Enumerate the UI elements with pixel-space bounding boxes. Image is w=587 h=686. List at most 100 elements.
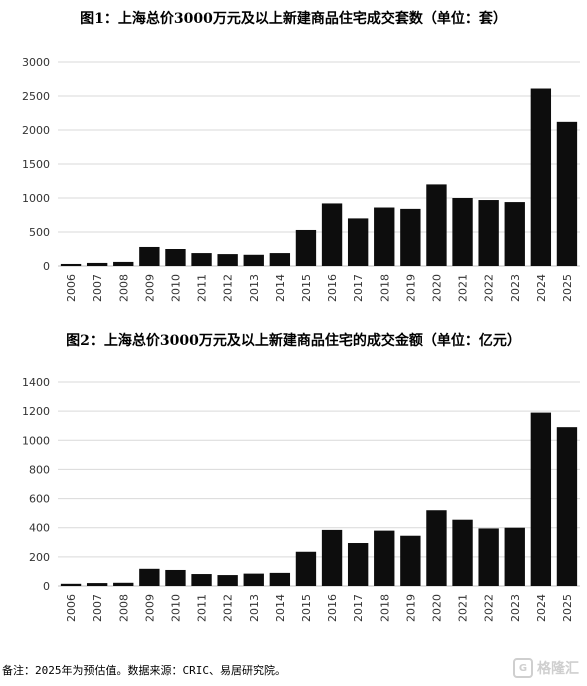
chart1-xtick-label: 2021 [457,274,470,302]
chart1-bar [530,88,552,267]
chart2-bar [60,583,82,586]
chart2-xtick-label: 2020 [430,594,443,622]
chart1-bar [504,202,525,266]
chart2-xtick-label: 2016 [326,594,339,622]
chart2-ytick-label: 600 [29,493,50,506]
chart2-xtick-label: 2006 [65,594,78,622]
chart1-xtick-label: 2018 [378,274,391,302]
chart1-bar [400,208,421,266]
chart1-bar [60,263,82,266]
chart1-xtick-label: 2007 [91,274,104,302]
chart2-xtick-label: 2023 [509,594,522,622]
chart2-bar [426,510,447,586]
chart1-bar [556,121,578,266]
chart1-xtick-label: 2023 [509,274,522,302]
chart1-xtick-label: 2008 [117,274,130,302]
chart1-ytick-label: 1000 [22,192,50,205]
chart2-xtick-label: 2014 [274,594,287,622]
chart1-xtick-label: 2010 [169,274,182,302]
chart2-bar [243,573,264,586]
chart2-title: 图2：上海总价3000万元及以上新建商品住宅的成交金额（单位：亿元） [66,333,521,349]
chart1-xtick-label: 2016 [326,274,339,302]
chart1-bar [86,262,108,266]
chart1-svg: 0 500 1000 1500 2000 2500 3000 2006 2007 2008 2009… [22,56,580,302]
chart1-bar [295,229,317,266]
chart1-bar [113,261,134,266]
chart2-ytick-label: 1000 [22,434,50,447]
chart2-xtick-label: 2007 [91,594,104,622]
chart2-xtick-label: 2022 [483,594,496,622]
chart2-ytick-label: 0 [43,580,50,593]
chart2-xtick-label: 2021 [457,594,470,622]
chart1-xtick-label: 2025 [561,274,574,302]
chart2-bar [295,551,317,586]
chart2-xtick-label: 2010 [169,594,182,622]
chart1-title: 图1：上海总价3000万元及以上新建商品住宅成交套数（单位：套） [80,11,507,27]
chart2-bar [139,568,160,586]
chart1-bar [165,249,186,266]
chart2-bar [191,574,212,586]
chart1-xtick-label: 2020 [430,274,443,302]
chart2-xtick-label: 2017 [352,594,365,622]
chart2-bar [374,530,395,586]
chart1-xtick-label: 2012 [222,274,235,302]
chart1-ytick-label: 0 [43,260,50,273]
chart2-xtick-label: 2008 [117,594,130,622]
chart2-xtick-label: 2025 [561,594,574,622]
watermark-text: 格隆汇 [537,661,579,677]
chart1-bar [374,207,395,266]
chart1-bar [321,203,343,266]
chart2-bar [86,583,108,586]
chart2-bar [504,527,525,586]
chart2-bar [165,569,186,586]
chart1-xtick-label: 2015 [300,274,313,302]
chart1-xtick-label: 2024 [535,274,548,302]
chart1-xtick-label: 2011 [196,274,209,302]
chart1-xtick-label: 2022 [483,274,496,302]
watermark: G 格隆汇 [513,658,579,678]
chart1-xtick-label: 2017 [352,274,365,302]
chart2-bar [321,529,343,586]
chart1-bar [191,253,212,266]
chart1-xtick-label: 2013 [248,274,261,302]
chart2-ytick-label: 1400 [22,376,50,389]
chart1-ytick-label: 2000 [22,124,50,137]
chart2-xtick-label: 2015 [300,594,313,622]
watermark-logo-icon: G [513,658,533,678]
chart1-bar [452,198,473,266]
chart2-ytick-label: 1200 [22,405,50,418]
chart1-bar [139,246,160,266]
footnote: 备注：2025年为预估值。数据来源：CRIC、易居研究院。 [2,664,286,677]
chart2-bar [113,582,134,586]
chart1-bar [347,218,369,266]
chart2-bar [400,535,421,586]
chart2-xtick-label: 2011 [196,594,209,622]
chart2-bar [269,572,291,586]
chart1-bar [243,254,264,266]
chart1-ytick-label: 1500 [22,158,50,171]
chart2-bar [217,575,238,586]
chart2-ytick-label: 400 [29,522,50,535]
chart2-bar [530,412,552,586]
chart2-bar [347,543,369,586]
chart2-xtick-label: 2013 [248,594,261,622]
chart2-ytick-label: 800 [29,463,50,476]
chart1-bar [269,253,291,266]
chart1-ytick-label: 500 [29,226,50,239]
chart2-bar [478,528,499,586]
chart1-bar [426,184,447,266]
chart1-xtick-label: 2009 [143,274,156,302]
chart2-xtick-label: 2009 [143,594,156,622]
chart1-xtick-label: 2019 [404,274,417,302]
chart1-ytick-label: 2500 [22,90,50,103]
chart2-bar [452,519,473,586]
chart2-xtick-label: 2024 [535,594,548,622]
chart1-xtick-label: 2006 [65,274,78,302]
chart2-ytick-label: 200 [29,551,50,564]
chart1-bar [217,254,238,266]
chart2-xtick-label: 2012 [222,594,235,622]
chart1-bar [478,200,499,266]
chart1-ytick-label: 3000 [22,56,50,69]
chart2-xtick-label: 2019 [404,594,417,622]
